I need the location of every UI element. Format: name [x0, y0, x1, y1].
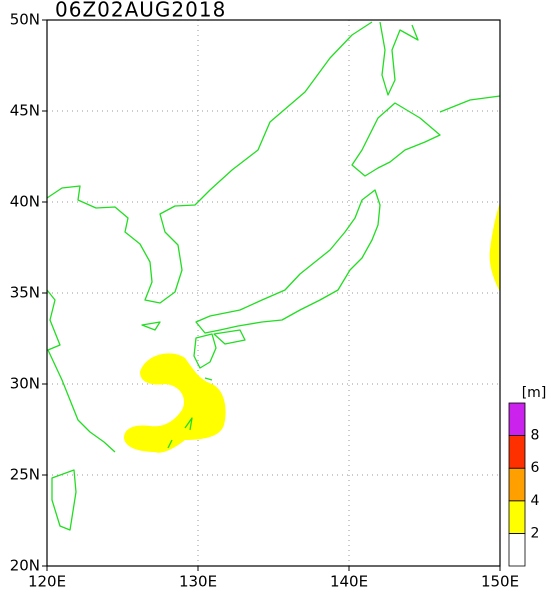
coastlines	[46, 21, 501, 531]
wave-area	[124, 353, 226, 453]
lon-label: 130E	[179, 573, 217, 591]
colorbar-label: 2	[531, 525, 540, 541]
colorbar-label: 4	[531, 493, 540, 509]
map-title: 06Z02AUG2018	[55, 0, 226, 22]
lat-label: 45N	[10, 102, 40, 120]
colorbar-label: 6	[531, 460, 540, 476]
colorbar-segment	[508, 402, 526, 436]
lat-label: 30N	[10, 375, 40, 393]
lat-label: 35N	[10, 284, 40, 302]
colorbar-segment	[508, 500, 526, 534]
lat-label: 40N	[10, 193, 40, 211]
wave-area	[489, 202, 500, 292]
lon-label: 120E	[28, 573, 66, 591]
colorbar-unit: [m]	[522, 385, 547, 401]
colorbar-segment	[508, 467, 526, 502]
lat-label: 50N	[10, 11, 40, 29]
colorbar-label: 8	[531, 428, 540, 444]
colorbar-segment	[508, 533, 526, 567]
grid	[47, 20, 500, 566]
lat-label: 25N	[10, 466, 40, 484]
colorbar-segment	[508, 435, 526, 469]
colorbar: 2 4 6 8	[508, 402, 540, 567]
lat-label: 20N	[10, 557, 40, 575]
lon-label: 140E	[330, 573, 368, 591]
lon-label: 150E	[481, 573, 519, 591]
